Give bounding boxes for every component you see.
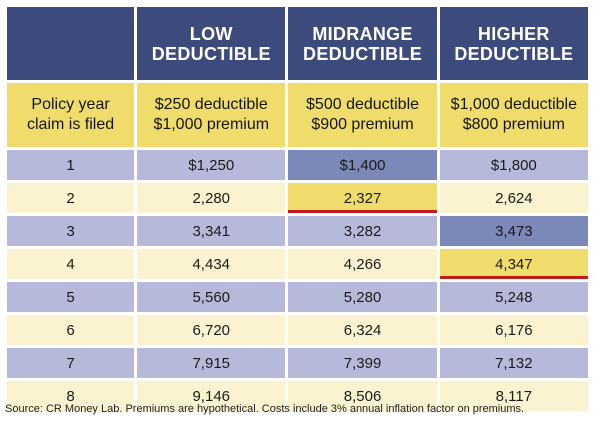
breakeven-cost-cell-higher: 4,347 [439,249,588,279]
policy-year-cell: 7 [7,348,135,378]
cost-cell-midrange: 7,399 [288,348,437,378]
policy-year-cell: 8 [7,381,135,411]
cost-cell-low: 9,146 [137,381,286,411]
policy-year-label: Policy year claim is filed [7,83,135,147]
column-header-line1: LOW [189,23,233,44]
column-header-row: LOW DEDUCTIBLE MIDRANGE DEDUCTIBLE HIGHE… [7,7,588,80]
cost-cell-higher: 6,176 [439,315,588,345]
policy-year-cell: 3 [7,216,135,246]
column-header-midrange: MIDRANGE DEDUCTIBLE [288,7,437,80]
column-header-line2: DEDUCTIBLE [303,43,423,64]
cost-cell-higher: 7,132 [439,348,588,378]
table-row: 6 6,720 6,324 6,176 [7,315,588,345]
policy-year-cell: 5 [7,282,135,312]
policy-year-label-line1: Policy year [31,96,110,113]
column-header-line2: DEDUCTIBLE [454,43,574,64]
table-row: 8 9,146 8,506 8,117 [7,381,588,411]
plan-details-row: Policy year claim is filed $250 deductib… [7,83,588,147]
plan-details-higher: $1,000 deductible $800 premium [439,83,588,147]
plan-premium: $900 premium [311,116,414,133]
cost-cell-midrange: 5,280 [288,282,437,312]
policy-year-cell: 1 [7,150,135,180]
policy-year-cell: 6 [7,315,135,345]
cost-cell-low: 3,341 [137,216,286,246]
source-note: Source: CR Money Lab. Premiums are hypot… [5,403,525,415]
cost-cell-low: 4,434 [137,249,286,279]
plan-deductible: $250 deductible [154,96,268,113]
column-header-higher: HIGHER DEDUCTIBLE [439,7,588,80]
cost-cell-midrange: 4,266 [288,249,437,279]
cost-cell-higher: 2,624 [439,183,588,213]
cost-cell-midrange: 8,506 [288,381,437,411]
plan-premium: $800 premium [462,116,565,133]
cost-cell-higher: 5,248 [439,282,588,312]
cost-cell-low: 5,560 [137,282,286,312]
plan-premium: $1,000 premium [153,116,270,133]
deductible-cost-table: LOW DEDUCTIBLE MIDRANGE DEDUCTIBLE HIGHE… [4,4,591,414]
plan-deductible: $1,000 deductible [450,96,577,113]
column-header-line1: HIGHER [477,23,550,44]
corner-cell [7,7,135,80]
column-header-low: LOW DEDUCTIBLE [137,7,286,80]
table-row: 1 $1,250 $1,400 $1,800 [7,150,588,180]
column-header-line1: MIDRANGE [312,23,413,44]
cost-cell-midrange: $1,400 [288,150,437,180]
table-row: 7 7,915 7,399 7,132 [7,348,588,378]
table-row: 5 5,560 5,280 5,248 [7,282,588,312]
cost-cell-low: 6,720 [137,315,286,345]
policy-year-label-line2: claim is filed [26,116,115,133]
plan-details-midrange: $500 deductible $900 premium [288,83,437,147]
cost-cell-midrange: 3,282 [288,216,437,246]
cost-cell-low: 7,915 [137,348,286,378]
column-header-line2: DEDUCTIBLE [151,43,271,64]
breakeven-cost-cell-midrange: 2,327 [288,183,437,213]
cost-cell-low: 2,280 [137,183,286,213]
table-row: 2 2,280 2,327 2,624 [7,183,588,213]
cost-cell-midrange: 6,324 [288,315,437,345]
table-row: 3 3,341 3,282 3,473 [7,216,588,246]
policy-year-cell: 2 [7,183,135,213]
cost-cell-low: $1,250 [137,150,286,180]
cost-cell-higher: $1,800 [439,150,588,180]
cost-cell-higher: 3,473 [439,216,588,246]
table-row: 4 4,434 4,266 4,347 [7,249,588,279]
plan-deductible: $500 deductible [306,96,420,113]
cost-cell-higher: 8,117 [439,381,588,411]
plan-details-low: $250 deductible $1,000 premium [137,83,286,147]
policy-year-cell: 4 [7,249,135,279]
